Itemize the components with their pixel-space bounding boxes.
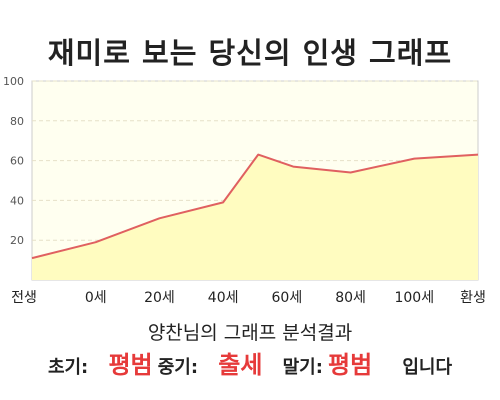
early-value: 평범 xyxy=(108,351,153,379)
y-tick-label: 80 xyxy=(10,115,24,128)
x-tick-label: 20세 xyxy=(144,290,175,306)
x-tick-label: 100세 xyxy=(394,290,434,306)
verdict-ending: 입니다 xyxy=(402,357,453,378)
mid-value: 출세 xyxy=(218,351,263,379)
x-tick-label: 0세 xyxy=(85,290,107,306)
life-area-fill xyxy=(32,154,478,280)
x-tick-label: 60세 xyxy=(272,290,303,306)
y-tick-label: 60 xyxy=(10,155,24,168)
analysis-verdict: 초기: 평범 중기: 출세 말기: 평범 입니다 xyxy=(0,345,500,380)
late-label: 말기: xyxy=(282,357,323,378)
early-label: 초기: xyxy=(47,357,89,378)
life-line xyxy=(31,153,479,260)
y-tick-label: 40 xyxy=(10,194,24,207)
late-value: 평범 xyxy=(328,351,373,379)
life-graph-chart: 20 40 60 80 100 전생 0세 20세 40세 60세 80세 100세 환생 xyxy=(3,75,486,306)
analysis-summary: 양찬님의 그래프 분석결과 xyxy=(147,322,353,344)
x-tick-label: 80세 xyxy=(335,290,366,306)
y-axis-ticks: 20 40 60 80 100 xyxy=(3,75,24,247)
chart-title: 재미로 보는 당신의 인생 그래프 xyxy=(47,36,453,70)
mid-label: 중기: xyxy=(157,357,199,378)
x-tick-label: 40세 xyxy=(208,290,239,306)
x-tick-label: 전생 xyxy=(11,290,37,306)
y-tick-label: 100 xyxy=(3,75,24,88)
y-tick-label: 20 xyxy=(10,234,24,247)
x-tick-label: 환생 xyxy=(460,290,486,306)
x-axis-ticks: 전생 0세 20세 40세 60세 80세 100세 환생 xyxy=(11,290,486,306)
